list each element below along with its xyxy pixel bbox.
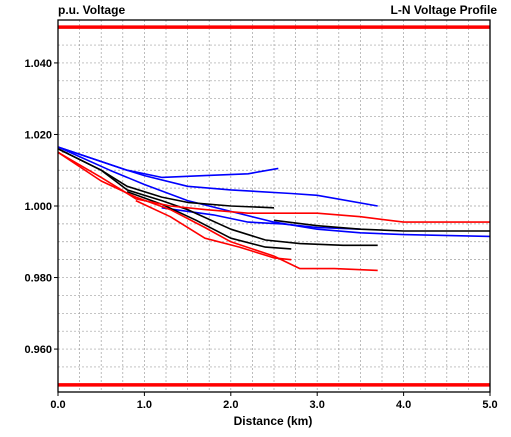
x-tick-label: 1.0 [137, 399, 152, 411]
x-tick-label: 4.0 [396, 399, 411, 411]
x-tick-label: 2.0 [223, 399, 238, 411]
series-line [57, 151, 378, 272]
series-line [135, 199, 292, 261]
y-tick-label: 0.960 [24, 344, 52, 356]
y-tick-label: 1.040 [24, 58, 52, 70]
series-line [57, 146, 491, 238]
x-tick-label: 0.0 [50, 399, 65, 411]
series-line [161, 207, 361, 230]
x-axis-label: Distance (km) [234, 414, 313, 428]
y-axis-label: p.u. Voltage [58, 3, 125, 17]
series-line [57, 151, 490, 223]
tick-layer: 0.0 1.0 2.0 3.0 4.0 5.0 0.960 0.980 1.000 1.020 1.… [24, 58, 497, 411]
series-line [126, 190, 292, 250]
limit-layer [58, 25, 490, 387]
series-line [57, 148, 378, 247]
y-tick-label: 0.980 [24, 273, 52, 285]
x-tick-label: 3.0 [310, 399, 325, 411]
series-line [57, 146, 378, 207]
series-line [273, 219, 490, 232]
x-tick-label: 5.0 [482, 399, 497, 411]
series-layer [57, 146, 491, 272]
chart-title: L-N Voltage Profile [391, 3, 498, 17]
grid-layer [58, 20, 490, 392]
y-tick-label: 1.020 [24, 129, 52, 141]
y-tick-label: 1.000 [24, 201, 52, 213]
